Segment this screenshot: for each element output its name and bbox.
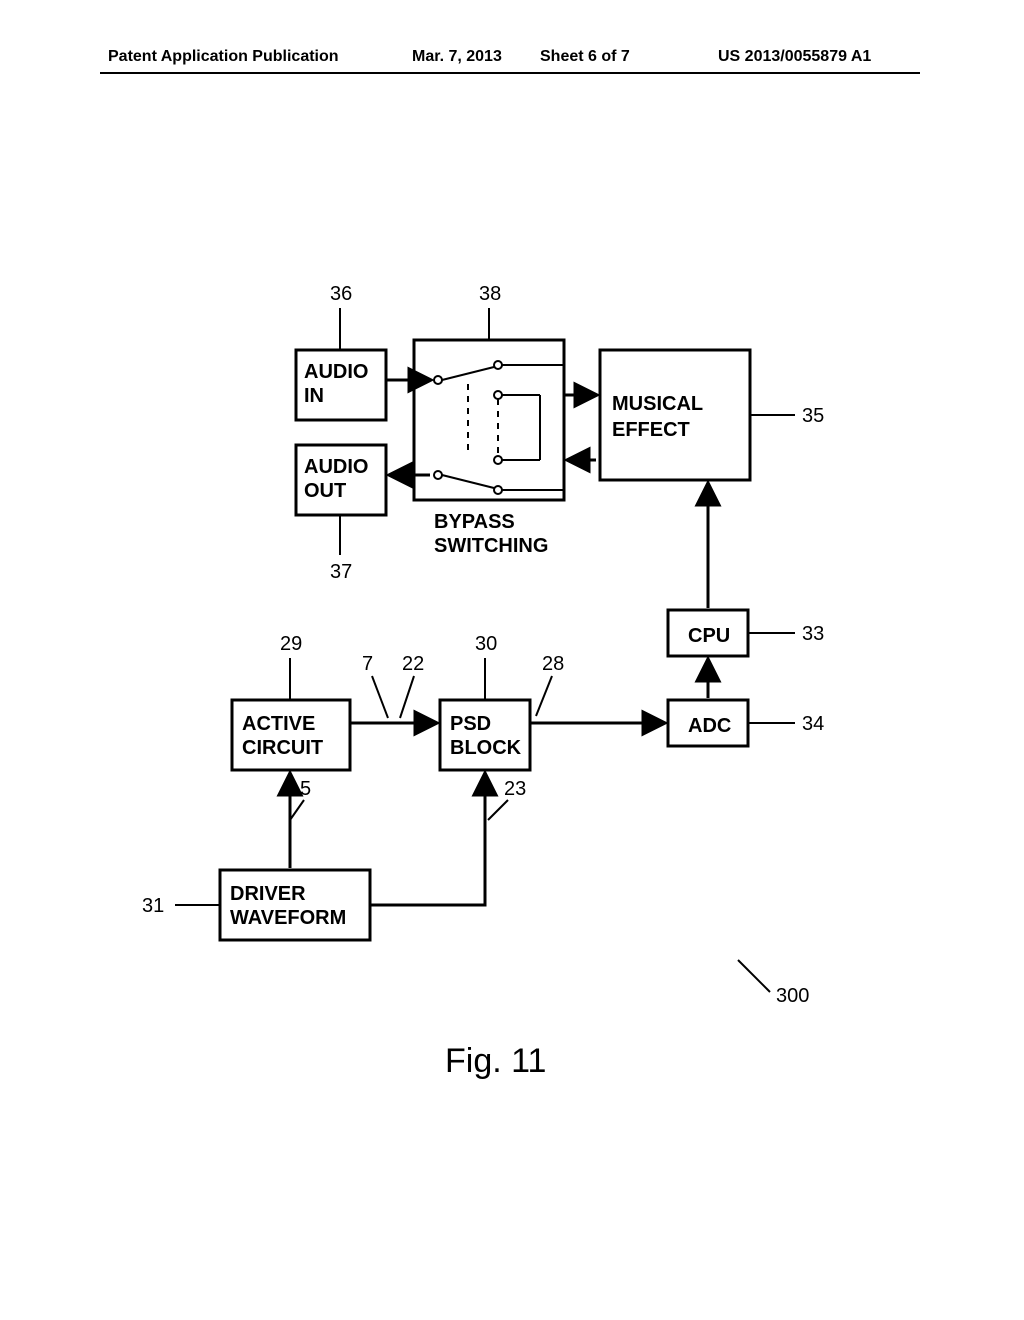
ref-37: 37 xyxy=(330,561,352,583)
svg-text:BLOCK: BLOCK xyxy=(450,737,522,759)
ref-7: 7 xyxy=(362,653,373,675)
ref-22: 22 xyxy=(402,653,424,675)
node-cpu: CPU 33 xyxy=(668,610,824,656)
svg-text:EFFECT: EFFECT xyxy=(612,419,690,441)
svg-text:MUSICAL: MUSICAL xyxy=(612,393,703,415)
svg-text:WAVEFORM: WAVEFORM xyxy=(230,907,346,929)
figure-caption: Fig. 11 xyxy=(445,1042,546,1080)
node-adc: ADC 34 xyxy=(668,700,824,746)
node-psd-block: PSD BLOCK 30 xyxy=(440,633,530,770)
node-driver-waveform: DRIVER WAVEFORM 31 xyxy=(142,870,370,940)
svg-text:PSD: PSD xyxy=(450,713,491,735)
svg-text:BYPASS: BYPASS xyxy=(434,511,515,533)
ref-5: 5 xyxy=(300,778,311,800)
svg-text:CIRCUIT: CIRCUIT xyxy=(242,737,323,759)
label-audio-in-1: AUDIO xyxy=(304,361,368,383)
ref-30: 30 xyxy=(475,633,497,655)
ref-23: 23 xyxy=(504,778,526,800)
ref-33: 33 xyxy=(802,623,824,645)
node-bypass: 38 BYPASS SWITCHING xyxy=(414,283,564,557)
node-audio-out: AUDIO OUT 37 xyxy=(296,445,386,583)
ref-28: 28 xyxy=(542,653,564,675)
ref-35: 35 xyxy=(802,405,824,427)
ref-300: 300 xyxy=(776,985,809,1007)
svg-text:AUDIO: AUDIO xyxy=(304,456,368,478)
diagram-svg: AUDIO IN 36 AUDIO OUT 37 38 BYPASS SWITC… xyxy=(0,0,1024,1320)
edge-driver-psd xyxy=(370,774,485,905)
svg-text:CPU: CPU xyxy=(688,625,730,647)
ref-38: 38 xyxy=(479,283,501,305)
page: Patent Application Publication Mar. 7, 2… xyxy=(0,0,1024,1320)
svg-text:ADC: ADC xyxy=(688,715,731,737)
ref-36: 36 xyxy=(330,283,352,305)
label-audio-in-2: IN xyxy=(304,385,324,407)
svg-text:ACTIVE: ACTIVE xyxy=(242,713,315,735)
svg-text:SWITCHING: SWITCHING xyxy=(434,535,548,557)
node-musical-effect: MUSICAL EFFECT 35 xyxy=(600,350,824,480)
ref-34: 34 xyxy=(802,713,824,735)
svg-text:OUT: OUT xyxy=(304,480,346,502)
ref-29: 29 xyxy=(280,633,302,655)
node-audio-in: AUDIO IN 36 xyxy=(296,283,386,420)
leader-300 xyxy=(738,960,770,992)
node-active-circuit: ACTIVE CIRCUIT 29 xyxy=(232,633,350,770)
svg-text:DRIVER: DRIVER xyxy=(230,883,306,905)
ref-31: 31 xyxy=(142,895,164,917)
